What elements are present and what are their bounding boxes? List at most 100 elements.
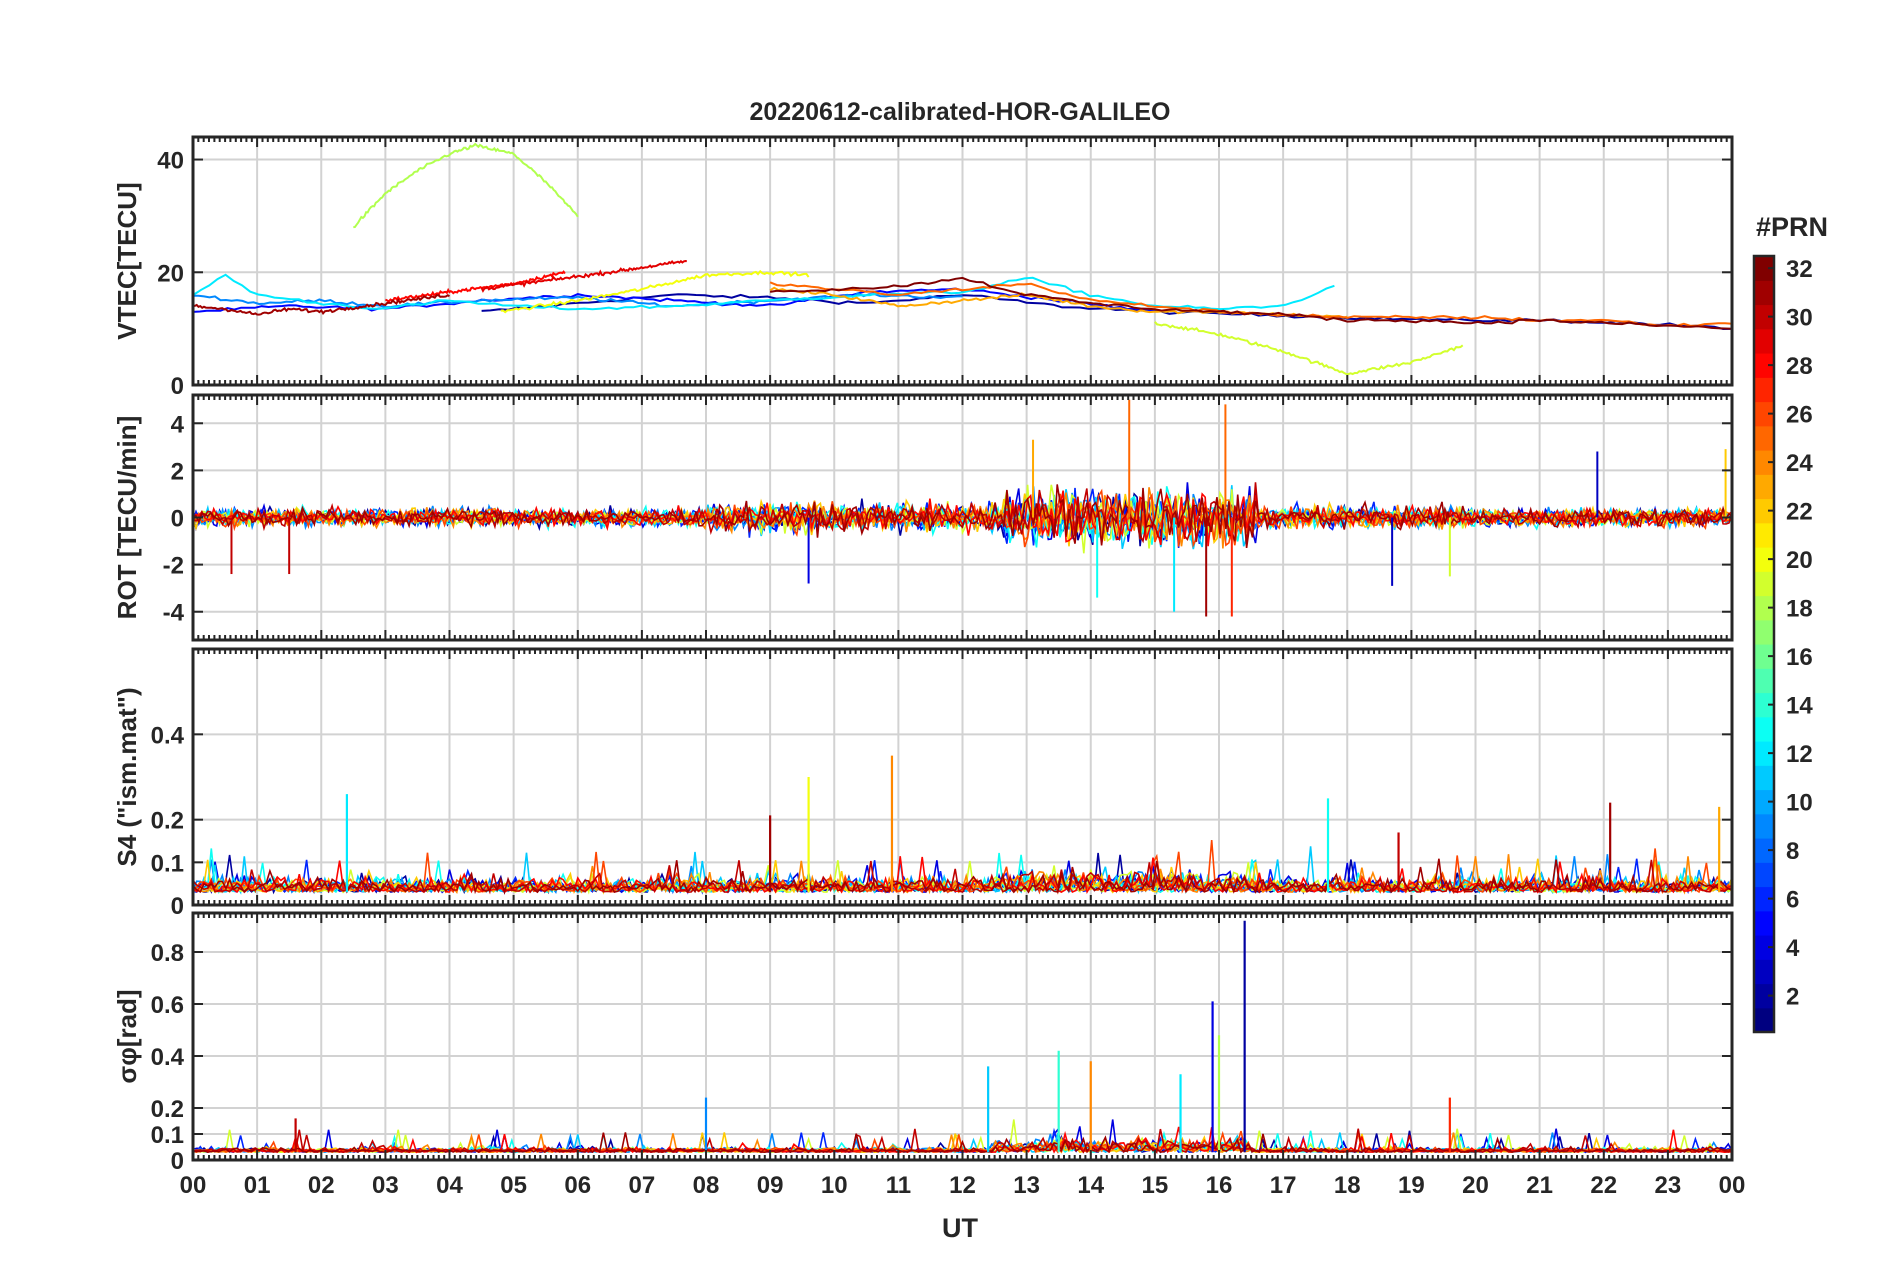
y-tick-label: -4 [163, 600, 185, 627]
colorbar-segment [1754, 450, 1774, 475]
y-axis-label-sigma_phi: σφ[rad] [112, 989, 142, 1083]
x-tick-label: 21 [1526, 1172, 1553, 1199]
series-prn-20 [500, 269, 810, 314]
colorbar-tick-label: 2 [1786, 984, 1799, 1011]
x-tick-label: 11 [886, 1172, 911, 1199]
y-tick-label: 0.1 [151, 850, 184, 877]
y-tick-label: 2 [171, 458, 184, 485]
panel-rot: -4 -2 0 2 4 ROT [TECU/min] [112, 393, 1734, 642]
colorbar-segment [1754, 425, 1774, 451]
colorbar-frame [1752, 254, 1776, 1034]
s4-noise-prn-31 [193, 858, 1732, 895]
series-prn-28 [385, 270, 566, 302]
y-tick-label: 0.2 [151, 1096, 184, 1123]
colorbar-segment [1754, 862, 1774, 888]
colorbar-segment [1754, 935, 1774, 960]
colorbar-tick-label: 18 [1786, 596, 1813, 623]
series-prn-19 [1154, 321, 1464, 376]
s4-noise-prn-28 [193, 856, 1732, 894]
colorbar-tick-label: 20 [1786, 547, 1813, 574]
colorbar-label: #PRN [1756, 212, 1828, 242]
y-tick-label: 0.2 [151, 808, 184, 835]
colorbar-tick-label: 30 [1786, 305, 1813, 332]
panel-data [193, 142, 1732, 376]
series-prn-29 [480, 259, 687, 293]
x-tick-label: 18 [1334, 1172, 1361, 1199]
colorbar-tick-label: 24 [1786, 450, 1813, 477]
colorbar-segment [1754, 644, 1774, 669]
colorbar-segment [1754, 498, 1774, 524]
x-tick-label: 02 [308, 1172, 335, 1199]
x-tick-label: 04 [436, 1172, 463, 1199]
x-tick-label: 08 [693, 1172, 720, 1199]
y-tick-label: 0 [171, 1148, 184, 1175]
colorbar-segment [1754, 692, 1774, 718]
colorbar-segment [1754, 256, 1774, 281]
colorbar-segment [1754, 741, 1774, 766]
y-tick-label: 0.6 [151, 992, 184, 1019]
x-tick-label: 22 [1590, 1172, 1617, 1199]
panel-data [193, 755, 1732, 895]
colorbar-tick-label: 32 [1786, 256, 1813, 283]
x-tick-label: 00 [180, 1172, 207, 1199]
x-tick-label: 06 [564, 1172, 591, 1199]
colorbar-tick-label: 26 [1786, 402, 1813, 429]
x-tick-label: 15 [1142, 1172, 1169, 1199]
x-axis-label: UT [942, 1213, 978, 1243]
x-tick-label: 07 [629, 1172, 656, 1199]
colorbar-tick-label: 8 [1786, 838, 1799, 865]
colorbar-tick-label: 28 [1786, 353, 1813, 380]
y-tick-label: 4 [171, 411, 185, 438]
y-tick-label: 0 [171, 373, 184, 400]
colorbar-segment [1754, 910, 1774, 936]
colorbar-segment [1754, 377, 1774, 403]
colorbar-segment [1754, 595, 1774, 621]
colorbar-segment [1754, 619, 1774, 645]
y-tick-label: 0 [171, 893, 184, 920]
colorbar-tick-label: 14 [1786, 693, 1813, 720]
x-tick-label: 00 [1719, 1172, 1746, 1199]
colorbar-segment [1754, 765, 1774, 791]
colorbar-segment [1754, 304, 1774, 330]
panel-sigma_phi: 00.10.2 0.4 0.6 0.8 σφ[rad] [112, 911, 1734, 1175]
colorbar-segment [1754, 838, 1774, 863]
colorbar-segment [1754, 474, 1774, 500]
panel-vtec: 0 20 40 VTEC[TECU] [112, 135, 1734, 400]
colorbar-tick-label: 12 [1786, 741, 1813, 768]
y-axis-label-rot: ROT [TECU/min] [112, 416, 142, 620]
colorbar-segment [1754, 547, 1774, 572]
x-tick-label: 23 [1655, 1172, 1682, 1199]
colorbar-segment [1754, 959, 1774, 985]
x-ticks [192, 137, 1733, 385]
x-tick-label: 09 [757, 1172, 784, 1199]
x-tick-label: 17 [1270, 1172, 1297, 1199]
colorbar-segment [1754, 328, 1774, 354]
y-tick-label: 0 [171, 506, 184, 533]
series-prn-18 [353, 142, 579, 229]
y-tick-label: 0.8 [151, 940, 184, 967]
colorbar-segment [1754, 813, 1774, 839]
x-ticks [192, 649, 1733, 905]
colorbar-segment [1754, 353, 1774, 378]
colorbar-segment [1754, 401, 1774, 427]
panel-data [193, 399, 1732, 617]
colorbar-segment [1754, 280, 1774, 306]
colorbar-segment [1754, 1007, 1774, 1033]
colorbar-tick-label: 22 [1786, 499, 1813, 526]
x-tick-label: 16 [1206, 1172, 1233, 1199]
x-tick-label: 20 [1462, 1172, 1489, 1199]
panel-s4: 0 0.1 0.2 0.4 S4 ("ism.mat") [112, 647, 1734, 920]
chart-title: 20220612-calibrated-HOR-GALILEO [750, 98, 1171, 126]
y-tick-label: 0.4 [151, 1044, 185, 1071]
x-tick-label: 05 [500, 1172, 527, 1199]
colorbar-segment [1754, 983, 1774, 1009]
colorbar-tick-label: 6 [1786, 887, 1799, 914]
x-tick-label: 19 [1398, 1172, 1425, 1199]
x-tick-label: 10 [821, 1172, 848, 1199]
x-tick-label: 01 [244, 1172, 271, 1199]
colorbar-tick-label: 10 [1786, 790, 1813, 817]
x-tick-label: 13 [1013, 1172, 1040, 1199]
colorbar-segment [1754, 789, 1774, 815]
